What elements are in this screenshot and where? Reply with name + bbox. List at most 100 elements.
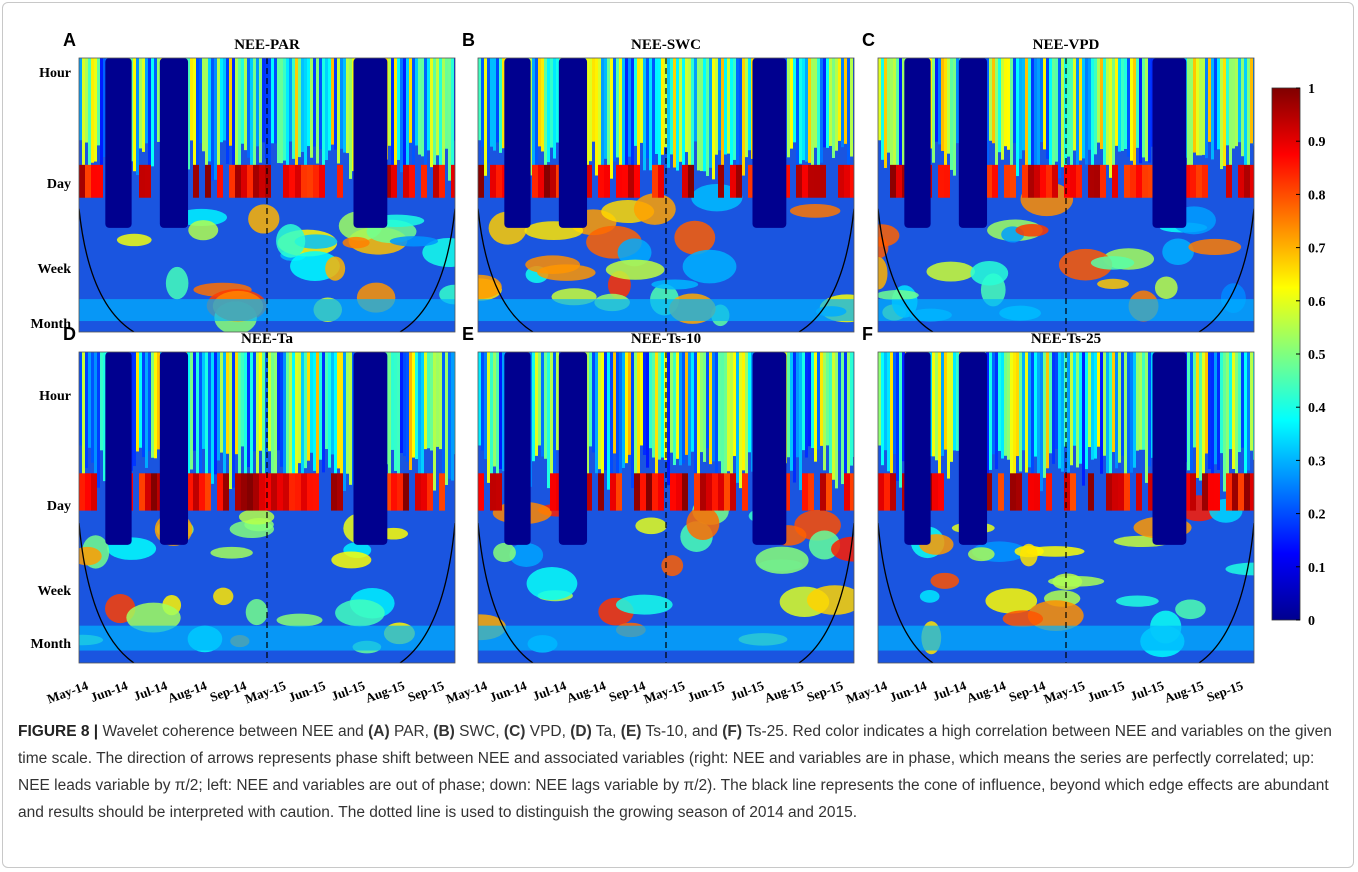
heatmap-day (253, 164, 259, 198)
heatmap-day (616, 164, 622, 198)
heatmap-day (682, 164, 688, 198)
heatmap-cell (643, 352, 646, 455)
heatmap-day (1112, 164, 1118, 198)
panel-title: NEE-SWC (631, 37, 701, 53)
heatmap-cell (295, 352, 298, 476)
heatmap-day (259, 164, 265, 198)
heatmap-cell (418, 58, 421, 155)
heatmap-cell (1067, 58, 1070, 157)
colorbar-tick-label: 0.2 (1308, 508, 1326, 523)
heatmap-cell (1241, 58, 1244, 157)
heatmap-cell (724, 352, 727, 490)
heatmap-cell (706, 58, 709, 177)
heatmap-cell (94, 352, 97, 479)
heatmap-blob (674, 220, 716, 255)
heatmap-cell (661, 58, 664, 155)
heatmap-cell (1088, 352, 1091, 448)
heatmap-day (532, 164, 538, 198)
cone-of-influence (79, 208, 135, 332)
heatmap-day (820, 473, 826, 511)
heatmap-day (730, 473, 736, 511)
heatmap-cell (415, 58, 418, 146)
heatmap-cell (1010, 352, 1013, 479)
heatmap-day (415, 473, 421, 511)
heatmap-blob (1154, 276, 1178, 300)
heatmap-cell (433, 352, 436, 491)
heatmap-cell (790, 352, 793, 471)
x-label: Aug-14 (565, 678, 609, 705)
heatmap-cell (436, 352, 439, 447)
heatmap-cell (451, 58, 454, 170)
heatmap-cell (1250, 352, 1253, 451)
heatmap-cell (932, 352, 935, 457)
heatmap-cell (667, 58, 670, 168)
heatmap-cell (953, 352, 956, 451)
heatmap-cell (995, 58, 998, 172)
panel-letter: E (462, 324, 474, 344)
heatmap-day (1226, 164, 1232, 198)
colorbar-tick-label: 0.3 (1308, 454, 1326, 469)
heatmap-cell (887, 58, 890, 153)
heatmap-cell (838, 58, 841, 141)
heatmap-cell (709, 58, 712, 168)
heatmap-cell (103, 58, 106, 158)
heatmap-cell (1097, 352, 1100, 447)
heatmap-day (986, 473, 992, 511)
heatmap-blob (245, 599, 268, 626)
y-label: Week (38, 584, 72, 599)
heatmap-cell (1130, 352, 1133, 473)
heatmap (878, 352, 1254, 663)
heatmap-cell (1235, 58, 1238, 147)
heatmap-day (820, 164, 826, 198)
heatmap-cell (592, 58, 595, 142)
heatmap-cell (199, 58, 202, 144)
heatmap-cell (289, 352, 292, 485)
heatmap-day (844, 473, 850, 511)
heatmap-day (838, 164, 844, 198)
heatmap-cell (1004, 58, 1007, 147)
heatmap-cell (403, 58, 406, 166)
heatmap-cell (442, 352, 445, 474)
heatmap-day (439, 473, 445, 511)
x-label: Sep-15 (805, 678, 846, 705)
heatmap-cell (430, 58, 433, 168)
heatmap-day (1034, 473, 1040, 511)
heatmap-day (301, 164, 307, 198)
heatmap-cell (715, 58, 718, 155)
heatmap-blob (1115, 595, 1159, 607)
heatmap-cell (667, 352, 670, 486)
heatmap-cell (799, 58, 802, 164)
panel-border (477, 351, 855, 664)
heatmap-day (544, 164, 550, 198)
heatmap-cell (835, 352, 838, 489)
heatmap-cell (1235, 352, 1238, 484)
heatmap-cell (730, 58, 733, 174)
heatmap-cell (1040, 352, 1043, 492)
heatmap-cell (1133, 352, 1136, 468)
heatmap-cell (811, 58, 814, 168)
heatmap-cell (157, 352, 160, 450)
heatmap-cell (1052, 58, 1055, 181)
heatmap-day (658, 473, 664, 511)
heatmap-day (670, 473, 676, 511)
heatmap-cell (745, 352, 748, 479)
heatmap-cell (1043, 58, 1046, 150)
heatmap-day (1046, 164, 1052, 198)
heatmap-cell (340, 352, 343, 480)
heatmap-day (247, 473, 253, 511)
heatmap-cell (586, 58, 589, 169)
heatmap-blob (537, 264, 596, 281)
heatmap-cell (1127, 58, 1130, 157)
heatmap-day (139, 164, 145, 198)
heatmap-cell (1097, 58, 1100, 143)
heatmap-day (850, 164, 854, 198)
heatmap-cell (268, 352, 271, 452)
heatmap-cell (956, 58, 959, 144)
heatmap-cell (1082, 58, 1085, 159)
heatmap-cell (289, 58, 292, 142)
heatmap-cell (499, 58, 502, 153)
cone-of-influence (478, 522, 534, 663)
heatmap-blob (1002, 610, 1044, 628)
heatmap-cell (1058, 58, 1061, 179)
